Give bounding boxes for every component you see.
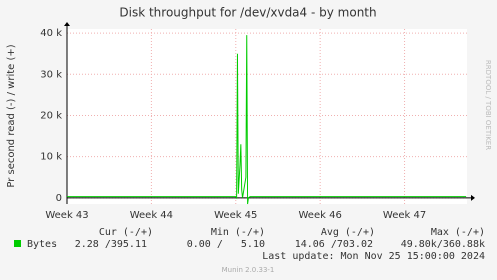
axis-arrow [64, 22, 70, 26]
footer: Munin 2.0.33-1 [222, 266, 275, 274]
y-tick-label: 20 k [40, 110, 62, 121]
y-tick-label: 30 k [40, 69, 62, 80]
side-text: RRDTOOL / TOBI OETIKER [484, 60, 492, 150]
y-tick-label: 0 [56, 193, 62, 204]
summary-value: 2.28 /395.11 [75, 239, 147, 250]
last-update: Last update: Mon Nov 25 15:00:00 2024 [262, 251, 485, 262]
y-tick-label: 10 k [40, 152, 62, 163]
summary-value: 0.00 / 5.10 [187, 239, 265, 250]
y-tick-label: 40 k [40, 28, 62, 39]
x-tick-label: Week 45 [214, 210, 257, 221]
summary-header: Avg (-/+) [321, 227, 375, 238]
x-tick-label: Week 43 [45, 210, 88, 221]
summary-header: Cur (-/+) [99, 227, 153, 238]
axis-arrow [471, 194, 475, 201]
data-line [67, 35, 467, 205]
summary-header: Max (-/+) [431, 227, 485, 238]
x-tick-label: Week 47 [383, 210, 426, 221]
summary-value: 14.06 /703.02 [295, 239, 373, 250]
chart-title: Disk throughput for /dev/xvda4 - by mont… [119, 6, 376, 20]
x-tick-label: Week 44 [130, 210, 173, 221]
y-axis-label: Pr second read (-) / write (+) [6, 44, 17, 187]
summary-header: Min (-/+) [211, 227, 265, 238]
legend-swatch [14, 240, 21, 247]
legend-label: Bytes [27, 239, 57, 250]
plot-area [67, 29, 467, 204]
x-tick-label: Week 46 [299, 210, 342, 221]
summary-value: 49.80k/360.88k [401, 239, 485, 250]
